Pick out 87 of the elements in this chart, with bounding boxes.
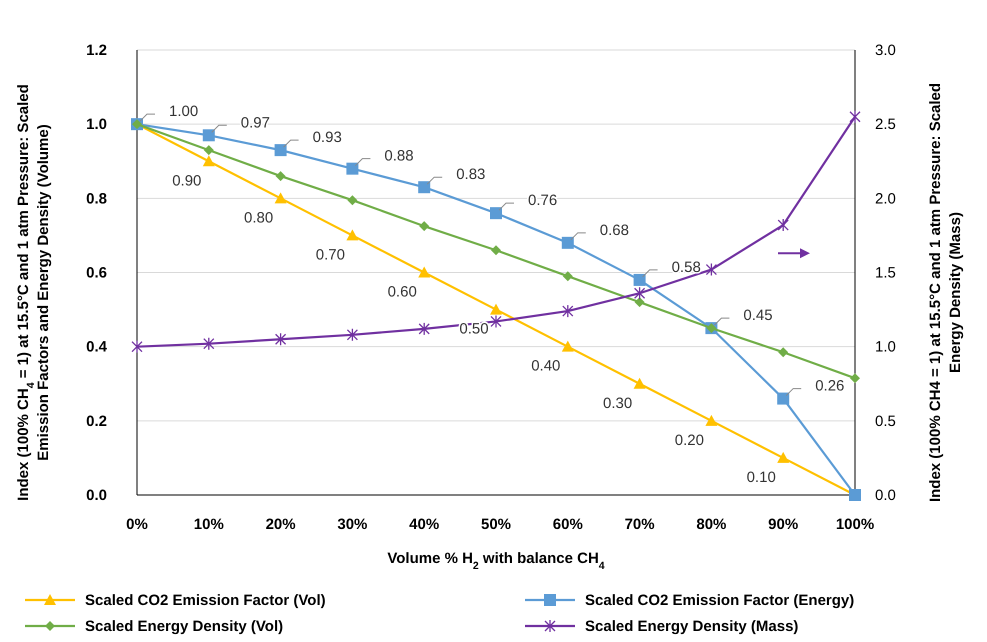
point — [204, 145, 214, 156]
point — [276, 171, 286, 182]
x-tick-label: 60% — [552, 516, 583, 533]
point — [634, 378, 646, 389]
data-label: 0.90 — [172, 172, 202, 190]
data-label: 0.45 — [743, 307, 773, 324]
point — [634, 274, 646, 286]
data-label: 0.20 — [674, 432, 704, 449]
point — [202, 155, 215, 166]
y-tick-label: 0.6 — [86, 264, 107, 282]
point — [346, 328, 358, 342]
point — [562, 304, 574, 318]
data-label: 0.97 — [240, 114, 270, 132]
point — [634, 297, 645, 308]
data-label: 0.93 — [312, 129, 342, 146]
data-label: 0.83 — [456, 166, 486, 184]
x-tick-label: 0% — [126, 516, 148, 533]
y-tick-label: 1.2 — [86, 42, 107, 59]
x-tick-label: 90% — [768, 516, 798, 533]
data-label: 0.10 — [746, 468, 776, 486]
data-label: 0.40 — [531, 358, 560, 375]
y2-tick-label: 1.5 — [875, 264, 896, 282]
point — [562, 271, 573, 282]
data-label: 1.00 — [169, 103, 198, 120]
point — [418, 266, 430, 278]
point — [849, 110, 861, 124]
y2-tick-label: 1.0 — [875, 338, 896, 356]
y2-tick-label: 0.5 — [875, 412, 896, 430]
x-tick-label: 10% — [194, 516, 224, 533]
x-tick-label: 20% — [266, 516, 296, 533]
point — [491, 245, 501, 256]
legend-label: Scaled CO2 Emission Factor (Energy) — [585, 592, 854, 609]
x-tick-label: 30% — [337, 516, 368, 533]
y2-tick-label: 2.5 — [875, 116, 896, 134]
x-tick-label: 50% — [480, 516, 512, 533]
point — [202, 129, 215, 142]
point — [850, 373, 860, 384]
point — [562, 236, 574, 249]
legend-label: Scaled Energy Density (Mass) — [585, 618, 798, 635]
x-tick-label: 80% — [696, 516, 726, 533]
point — [203, 337, 214, 350]
point — [705, 414, 718, 426]
point — [562, 340, 574, 352]
y2-tick-label: 2.0 — [875, 190, 896, 208]
data-label: 0.80 — [244, 209, 274, 226]
x-axis-title: Volume % H$_{2}$ with balance CH$_{4}$ — [387, 550, 605, 572]
y-tick-label: 0.2 — [86, 412, 107, 430]
data-label: 0.50 — [459, 320, 489, 338]
data-label: 0.60 — [388, 284, 417, 300]
x-tick-label: 40% — [409, 516, 440, 533]
point — [777, 452, 790, 463]
point — [346, 162, 358, 175]
x-tick-label: 70% — [624, 516, 655, 533]
point — [419, 221, 430, 232]
data-label: 0.88 — [384, 148, 414, 165]
legend-label: Scaled Energy Density (Vol) — [85, 618, 284, 635]
data-label: 0.26 — [815, 378, 844, 395]
y-tick-label: 1.0 — [86, 116, 107, 134]
y2-tick-label: 0.0 — [875, 487, 896, 504]
point — [347, 195, 358, 206]
data-label: 0.58 — [672, 258, 701, 276]
point — [346, 229, 358, 240]
y-tick-label: 0.4 — [86, 338, 108, 356]
data-label: 0.76 — [528, 192, 558, 210]
point — [131, 340, 143, 354]
point — [490, 207, 502, 220]
point — [418, 322, 430, 336]
point — [274, 332, 286, 346]
point — [706, 262, 718, 276]
point — [418, 181, 430, 194]
y-tick-label: 0.8 — [86, 190, 107, 208]
y2-axis-title: Index (100% CH4 = 1) at 15.5°C and 1 atm Pressure: Scaled Energy Density (Mass) — [927, 82, 964, 502]
data-label: 0.70 — [316, 246, 345, 264]
y2-tick-label: 3.0 — [875, 42, 896, 59]
y-tick-label: 0.0 — [86, 487, 107, 504]
point — [778, 218, 789, 232]
point — [274, 192, 287, 204]
data-label: 0.68 — [600, 222, 630, 239]
data-label: 0.30 — [603, 394, 632, 412]
point — [274, 144, 287, 156]
point — [490, 314, 502, 328]
point — [490, 304, 502, 315]
x-tick-label: 100% — [836, 516, 874, 533]
legend-label: Scaled CO2 Emission Factor (Vol) — [85, 592, 326, 609]
point — [634, 286, 646, 300]
point — [777, 392, 790, 405]
point — [778, 347, 788, 358]
